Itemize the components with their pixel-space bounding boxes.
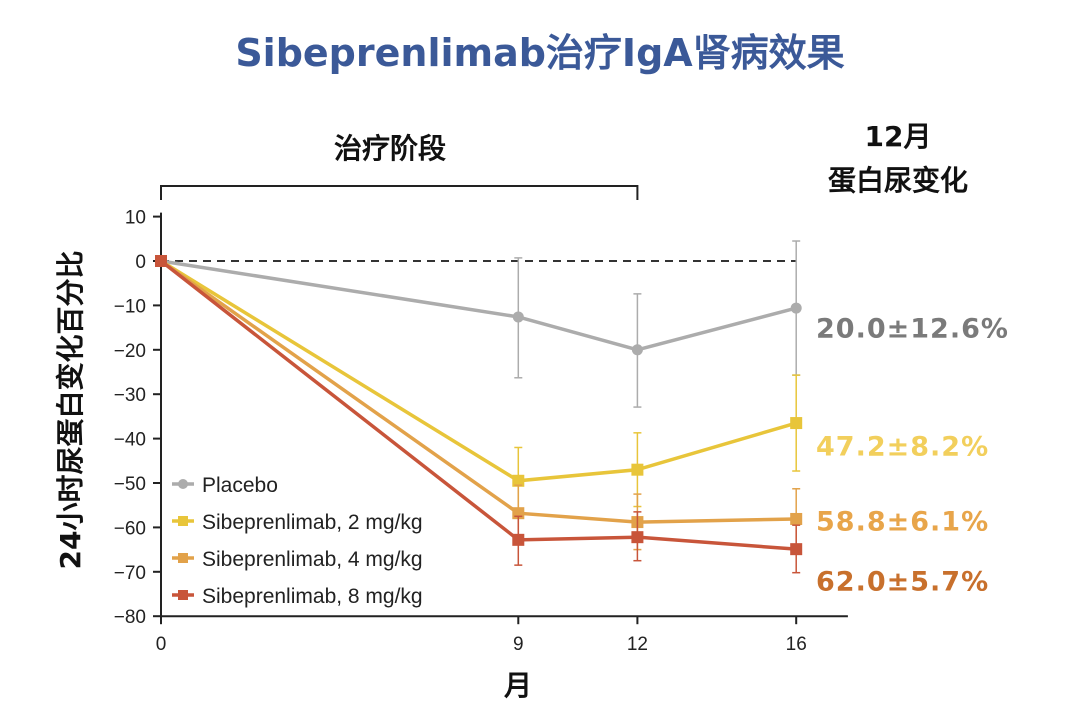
y-tick-label: −10 xyxy=(114,296,146,317)
y-tick-label: −80 xyxy=(114,607,146,628)
y-tick-label: −30 xyxy=(114,385,146,406)
x-tick-label: 9 xyxy=(513,634,524,655)
legend-label: Placebo xyxy=(202,474,278,497)
chart-title: Sibeprenlimab治疗IgA肾病效果 xyxy=(235,31,845,75)
series-3 xyxy=(155,255,803,574)
data-point xyxy=(512,474,525,487)
y-tick-label: −40 xyxy=(114,430,146,451)
data-point xyxy=(512,533,525,546)
data-point xyxy=(512,311,524,323)
data-point xyxy=(631,344,643,356)
legend-label: Sibeprenlimab, 2 mg/kg xyxy=(202,511,423,534)
annotation-label: 47.2±8.2% xyxy=(816,431,989,462)
data-point xyxy=(155,255,167,267)
legend-marker xyxy=(178,553,188,563)
series-line xyxy=(159,259,797,524)
data-point xyxy=(790,512,803,525)
y-tick-label: −60 xyxy=(114,518,146,539)
y-tick-label: 10 xyxy=(125,208,146,229)
data-point xyxy=(631,531,644,544)
phase-label: 治疗阶段 xyxy=(334,132,446,165)
data-point xyxy=(790,302,802,314)
x-tick-label: 12 xyxy=(627,634,648,655)
y-axis-label: 24小时尿蛋白变化百分比 xyxy=(54,251,87,570)
annotation-label: 58.8±6.1% xyxy=(816,507,989,538)
legend-marker xyxy=(178,516,188,526)
x-tick-label: 0 xyxy=(156,634,167,655)
y-tick-label: 0 xyxy=(135,252,146,273)
y-tick-label: −70 xyxy=(114,563,146,584)
legend-marker xyxy=(178,479,188,489)
legend-label: Sibeprenlimab, 4 mg/kg xyxy=(202,548,423,571)
y-tick-label: −50 xyxy=(114,474,146,495)
annotation-label: 62.0±5.7% xyxy=(816,567,989,598)
annotation-label: 20.0±12.6% xyxy=(816,314,1009,345)
y-tick-label: −20 xyxy=(114,341,146,362)
x-tick-label: 16 xyxy=(786,634,807,655)
series-line xyxy=(159,259,797,551)
x-axis-label: 月 xyxy=(503,669,532,702)
right-header-line2: 蛋白尿变化 xyxy=(828,164,968,197)
series-line xyxy=(160,259,797,483)
legend-label: Sibeprenlimab, 8 mg/kg xyxy=(202,585,423,608)
legend-marker xyxy=(178,590,188,600)
right-header-line1: 12月 xyxy=(865,120,932,153)
treatment-phase-bracket xyxy=(160,185,639,200)
data-point xyxy=(790,543,803,556)
series-2 xyxy=(155,255,803,551)
data-point xyxy=(790,417,803,430)
data-point xyxy=(631,463,644,476)
series-line xyxy=(160,259,797,352)
